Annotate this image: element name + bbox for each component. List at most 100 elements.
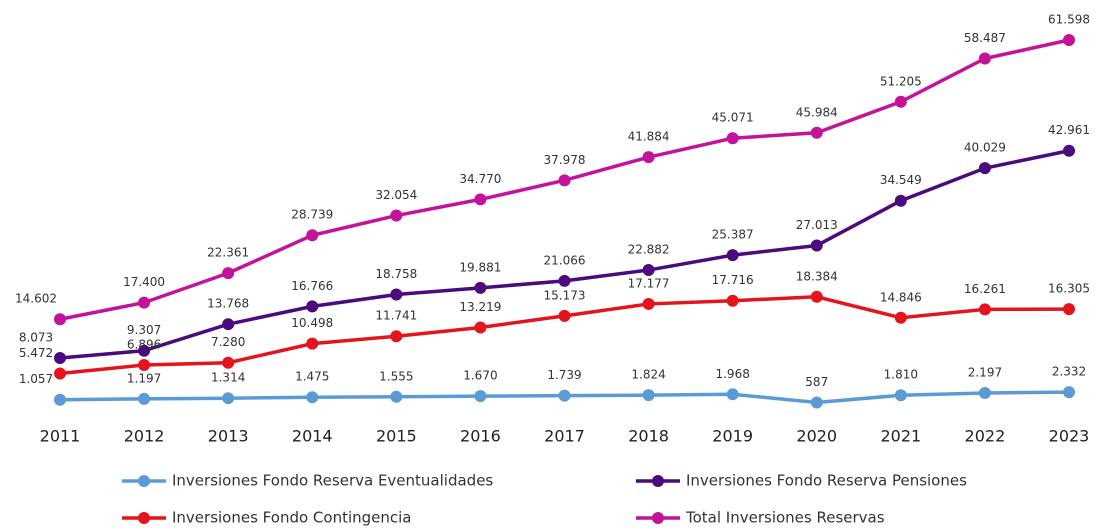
legend-label: Inversiones Fondo Contingencia xyxy=(172,509,412,527)
data-point xyxy=(390,330,403,343)
data-label: 21.066 xyxy=(544,253,586,267)
data-label: 11.741 xyxy=(375,309,417,323)
data-point xyxy=(810,239,823,252)
legend-marker xyxy=(138,512,150,524)
data-point xyxy=(474,390,487,403)
data-label: 22.882 xyxy=(628,243,670,257)
data-point xyxy=(894,389,907,402)
data-label: 13.768 xyxy=(207,297,249,311)
data-point xyxy=(54,393,66,406)
data-label: 41.884 xyxy=(628,130,670,144)
data-point xyxy=(558,274,571,287)
data-label: 61.598 xyxy=(1048,13,1090,27)
data-label: 17.177 xyxy=(628,276,670,290)
legend-label: Inversiones Fondo Reserva Eventualidades xyxy=(172,472,493,490)
data-point xyxy=(642,389,655,402)
data-point xyxy=(978,52,991,65)
data-point xyxy=(222,318,235,331)
data-label: 34.549 xyxy=(880,173,922,187)
data-point xyxy=(54,313,66,326)
data-point xyxy=(558,174,571,187)
data-label: 1.314 xyxy=(211,371,245,385)
data-label: 15.173 xyxy=(544,288,586,302)
data-point xyxy=(474,281,487,294)
x-tick-label: 2020 xyxy=(796,427,837,446)
data-label: 14.602 xyxy=(15,292,57,306)
data-label: 10.498 xyxy=(291,316,333,330)
data-point xyxy=(558,389,571,402)
legend-label: Total Inversiones Reservas xyxy=(685,509,885,527)
data-point xyxy=(1063,144,1075,157)
data-point xyxy=(642,151,655,164)
data-point xyxy=(810,396,823,409)
data-point xyxy=(894,311,907,324)
data-label: 13.219 xyxy=(459,300,501,314)
data-point xyxy=(726,132,739,145)
data-point xyxy=(306,300,319,313)
data-label: 27.013 xyxy=(796,218,838,232)
data-point xyxy=(558,309,571,322)
data-point xyxy=(306,229,319,242)
legend-marker xyxy=(138,475,150,487)
data-label: 37.978 xyxy=(544,153,586,167)
data-label: 9.307 xyxy=(127,323,161,337)
data-label: 587 xyxy=(805,375,828,389)
x-tick-label: 2011 xyxy=(40,427,81,446)
data-point xyxy=(726,249,739,262)
data-label: 14.846 xyxy=(880,290,922,304)
data-label: 19.881 xyxy=(459,260,501,274)
data-label: 1.810 xyxy=(884,368,918,382)
data-point xyxy=(1063,303,1075,316)
data-point xyxy=(306,391,319,404)
data-label: 2.332 xyxy=(1052,365,1086,379)
data-label: 17.400 xyxy=(123,275,165,289)
data-label: 7.280 xyxy=(211,335,245,349)
data-point xyxy=(978,303,991,316)
data-label: 28.739 xyxy=(291,208,333,222)
data-label: 8.073 xyxy=(19,331,53,345)
data-point xyxy=(222,267,235,280)
data-point xyxy=(810,126,823,139)
data-label: 22.361 xyxy=(207,246,249,260)
data-point xyxy=(222,356,235,369)
data-label: 1.824 xyxy=(631,368,665,382)
x-tick-label: 2023 xyxy=(1049,427,1090,446)
data-label: 25.387 xyxy=(712,228,754,242)
data-label: 1.968 xyxy=(715,367,749,381)
x-tick-label: 2015 xyxy=(376,427,417,446)
data-label: 58.487 xyxy=(964,31,1006,45)
x-tick-label: 2012 xyxy=(124,427,165,446)
data-label: 16.766 xyxy=(291,279,333,293)
data-label: 34.770 xyxy=(459,172,501,186)
data-point xyxy=(1063,34,1075,46)
data-point xyxy=(810,290,823,303)
data-point xyxy=(54,367,66,380)
x-tick-label: 2014 xyxy=(292,427,333,446)
data-label: 42.961 xyxy=(1048,123,1090,137)
data-label: 1.739 xyxy=(547,368,581,382)
data-point xyxy=(726,294,739,307)
data-label: 32.054 xyxy=(375,188,417,202)
data-label: 1.555 xyxy=(379,369,413,383)
data-point xyxy=(1063,386,1075,399)
legend-marker xyxy=(652,512,664,524)
data-point xyxy=(726,388,739,401)
data-label: 2.197 xyxy=(968,365,1002,379)
data-point xyxy=(894,194,907,207)
data-label: 45.071 xyxy=(712,111,754,125)
data-point xyxy=(54,352,66,365)
data-label: 1.057 xyxy=(19,372,53,386)
data-point xyxy=(306,337,319,350)
x-tick-label: 2018 xyxy=(628,427,669,446)
data-label: 51.205 xyxy=(880,74,922,88)
data-point xyxy=(138,359,151,372)
data-label: 5.472 xyxy=(19,346,53,360)
data-label: 16.261 xyxy=(964,282,1006,296)
data-point xyxy=(390,288,403,301)
data-label: 1.197 xyxy=(127,371,161,385)
x-tick-label: 2013 xyxy=(208,427,249,446)
data-label: 18.384 xyxy=(796,269,838,283)
x-tick-label: 2017 xyxy=(544,427,585,446)
data-point xyxy=(474,193,487,206)
